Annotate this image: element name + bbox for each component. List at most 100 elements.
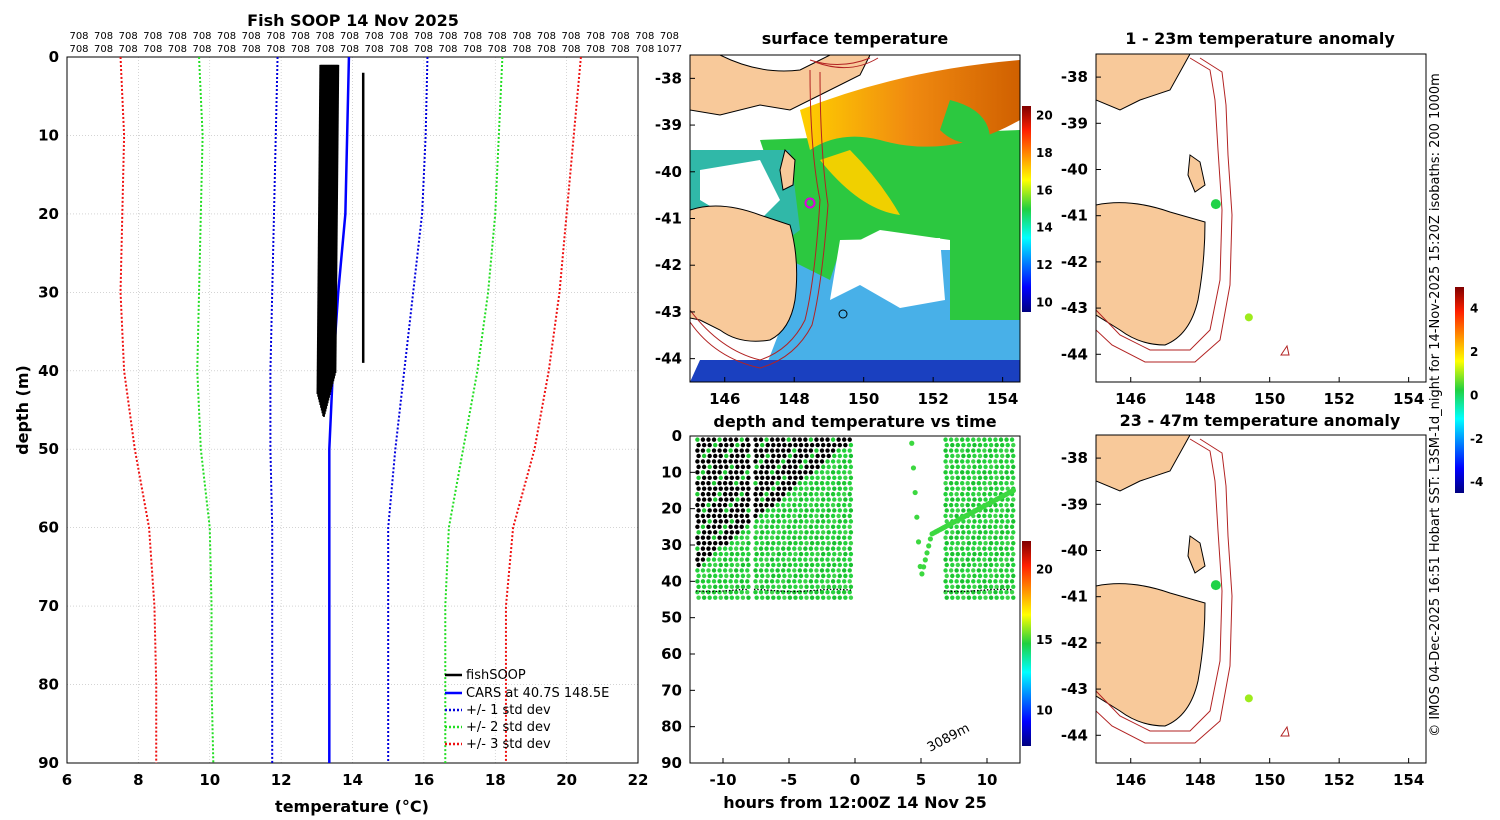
timeseries-point [786, 590, 791, 595]
count-label: 708 [168, 31, 187, 42]
timeseries-point [826, 497, 831, 502]
timeseries-point [826, 519, 831, 524]
profile-xtick-label: 20 [556, 771, 577, 789]
timeseries-point [809, 475, 815, 480]
timeseries-point [965, 437, 970, 442]
anomaly2-tasmania [1096, 583, 1206, 727]
timeseries-point [815, 486, 820, 491]
timeseries-point [739, 546, 744, 551]
timeseries-point [734, 535, 739, 540]
timeseries-point [717, 513, 722, 519]
timeseries-point [994, 551, 999, 557]
timeseries-point [706, 557, 711, 562]
timeseries-point [793, 562, 798, 568]
timeseries-point [717, 459, 722, 464]
timeseries-bottom-point [712, 590, 714, 593]
timeseries-bottom-point [715, 590, 718, 593]
profile-xtick-label: 16 [413, 771, 434, 789]
timeseries-point [994, 453, 999, 459]
anomaly2-ytick-label: -44 [1061, 726, 1088, 744]
timeseries-point [722, 579, 728, 584]
timeseries-point [734, 546, 739, 551]
timeseries-colorbar-ticks: 20 15 10 [1036, 562, 1053, 717]
timeseries-point [809, 562, 815, 568]
timeseries-point [724, 464, 729, 470]
timeseries-point [972, 453, 977, 459]
timeseries-point [706, 437, 711, 442]
timeseries-point [803, 481, 808, 486]
timeseries-point [695, 437, 700, 442]
timeseries-point [1011, 508, 1016, 513]
timeseries-point [948, 546, 954, 551]
timeseries-point [808, 513, 814, 519]
timeseries-point [1009, 579, 1015, 584]
timeseries-point [706, 470, 711, 475]
timeseries-point [836, 481, 841, 486]
timeseries-point [988, 530, 994, 535]
timeseries-point [1005, 540, 1010, 546]
timeseries-point [944, 551, 949, 557]
timeseries-point [695, 491, 700, 497]
timeseries-point [713, 508, 718, 513]
timeseries-point [820, 551, 826, 557]
timeseries-bottom-point [790, 590, 792, 593]
timeseries-point [976, 513, 982, 519]
timeseries-bottom-point [823, 588, 825, 591]
sst-isobath-1000 [690, 57, 879, 369]
timeseries-point [832, 530, 837, 535]
timeseries-point [832, 497, 837, 502]
timeseries-point [786, 481, 791, 486]
timeseries-point [753, 459, 758, 464]
timeseries-point [701, 497, 707, 502]
timeseries-point [841, 491, 847, 497]
timeseries-point [696, 486, 701, 491]
timeseries-point [815, 530, 820, 535]
timeseries-point [843, 584, 848, 589]
timeseries-point [825, 448, 830, 453]
timeseries-point [1005, 595, 1010, 600]
anomaly1-seamount [1280, 344, 1290, 356]
timeseries-point [729, 562, 735, 568]
timeseries-point [999, 475, 1005, 480]
timeseries-point [948, 513, 954, 519]
count-label: 708 [143, 44, 162, 55]
timeseries-point [815, 442, 820, 448]
timeseries-point [804, 530, 809, 535]
timeseries-point [998, 459, 1004, 464]
timeseries-point [740, 595, 746, 600]
timeseries-point [814, 513, 819, 519]
timeseries-point [717, 437, 722, 442]
anomaly2-ytick-label: -39 [1061, 495, 1088, 513]
timeseries-point [728, 557, 733, 562]
sst-xtick-label: 150 [848, 390, 879, 408]
timeseries-point [771, 464, 776, 470]
timeseries-point [841, 513, 847, 519]
timeseries-point [786, 470, 791, 475]
timeseries-point [815, 464, 820, 470]
timeseries-point [713, 540, 718, 546]
timeseries-point [965, 568, 970, 573]
timeseries-point [803, 437, 808, 442]
timeseries-point [830, 437, 836, 442]
timeseries-point [700, 481, 706, 486]
timeseries-point [983, 530, 988, 535]
timeseries-point [734, 459, 739, 464]
timeseries-point [988, 551, 994, 557]
timeseries-bottom-point [943, 590, 946, 592]
timeseries-point [700, 546, 706, 551]
timeseries-point [965, 502, 970, 508]
timeseries-point [955, 573, 961, 579]
anomaly-colorbar-label: -2 [1470, 432, 1483, 446]
timeseries-point [765, 595, 770, 600]
timeseries-point [701, 573, 707, 579]
timeseries-point [735, 497, 740, 502]
timeseries-point [797, 448, 803, 453]
timeseries-point [734, 590, 739, 595]
timeseries-point [808, 470, 814, 475]
timeseries-point [797, 546, 803, 551]
timeseries-point [745, 524, 750, 530]
timeseries-point [792, 524, 797, 530]
timeseries-point [696, 584, 701, 589]
timeseries-point [758, 535, 764, 540]
timeseries-point [787, 508, 793, 513]
